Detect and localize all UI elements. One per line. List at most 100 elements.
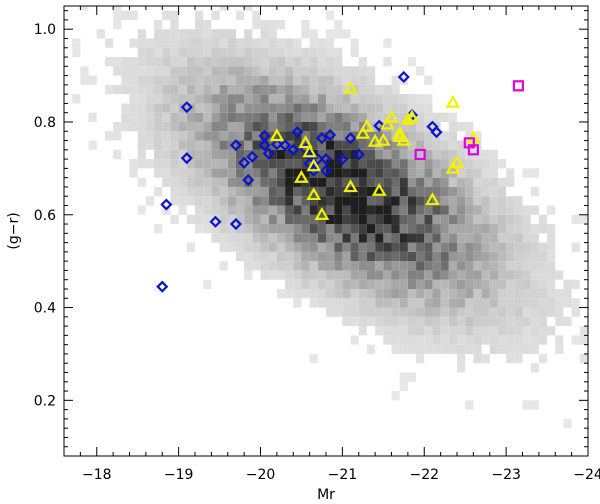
heatmap-cell	[211, 233, 220, 243]
heatmap-cell	[391, 159, 400, 169]
heatmap-cell	[309, 84, 318, 95]
heatmap-cell	[407, 335, 417, 345]
heatmap-cell	[547, 233, 556, 243]
diamond-marker	[238, 156, 251, 169]
heatmap-cell	[293, 140, 302, 150]
heatmap-cell	[440, 159, 449, 169]
heatmap-cell	[350, 38, 359, 48]
heatmap-cell	[309, 112, 318, 122]
diamond-marker	[352, 148, 365, 161]
heatmap-cell	[293, 298, 302, 308]
heatmap-cell	[113, 84, 122, 95]
heatmap-cell	[481, 326, 490, 336]
heatmap-cell	[285, 121, 294, 132]
heatmap-cell	[137, 38, 146, 48]
heatmap-cell	[440, 149, 449, 160]
heatmap-cell	[579, 214, 588, 225]
heatmap-cell	[252, 103, 261, 113]
heatmap-cell	[440, 261, 449, 271]
heatmap-cell	[203, 149, 212, 160]
triangle-marker	[359, 118, 375, 132]
heatmap-cell	[227, 168, 236, 178]
heatmap-cell	[252, 177, 261, 187]
heatmap-cell	[473, 353, 482, 364]
heatmap-cell	[186, 121, 195, 132]
heatmap-cell	[235, 233, 245, 243]
heatmap-cell	[506, 288, 515, 299]
heatmap-cell	[440, 224, 449, 234]
heatmap-cell	[334, 307, 343, 317]
heatmap-cell	[489, 261, 498, 271]
triangle-marker	[392, 129, 408, 143]
diamond-marker	[180, 101, 193, 114]
heatmap-cell	[334, 66, 343, 76]
heatmap-cell	[448, 140, 457, 150]
heatmap-cell	[432, 233, 441, 243]
heatmap-cell	[407, 288, 417, 299]
heatmap-cell	[399, 335, 408, 345]
heatmap-cell	[358, 131, 367, 141]
heatmap-cell	[121, 103, 130, 113]
heatmap-cell	[301, 168, 310, 178]
heatmap-cell	[481, 186, 490, 197]
heatmap-cell	[489, 186, 498, 197]
heatmap-cell	[293, 38, 302, 48]
heatmap-cell	[563, 288, 572, 299]
heatmap-cell	[416, 251, 425, 262]
heatmap-cell	[358, 233, 367, 243]
heatmap-cell	[252, 261, 261, 271]
heatmap-cell	[416, 270, 425, 280]
heatmap-cell	[154, 140, 163, 150]
heatmap-cell	[366, 344, 376, 354]
heatmap-cell	[317, 242, 326, 252]
heatmap-cell	[252, 159, 261, 169]
heatmap-cell	[219, 224, 228, 234]
heatmap-cell	[235, 94, 245, 104]
heatmap-cell	[391, 251, 400, 262]
heatmap-cell	[497, 214, 507, 225]
heatmap-cell	[260, 131, 269, 141]
heatmap-cell	[317, 131, 326, 141]
heatmap-cell	[383, 84, 392, 95]
heatmap-cell	[399, 121, 408, 132]
heatmap-cell	[391, 103, 400, 113]
heatmap-cell	[211, 38, 220, 48]
heatmap-cell	[235, 103, 245, 113]
heatmap-cell	[350, 103, 359, 113]
heatmap-cell	[260, 233, 269, 243]
heatmap-cell	[465, 288, 474, 299]
heatmap-cell	[473, 288, 482, 299]
heatmap-cell	[366, 224, 376, 234]
heatmap-cell	[219, 233, 228, 243]
heatmap-cell	[514, 335, 523, 345]
heatmap-cell	[350, 47, 359, 58]
heatmap-cell	[407, 103, 417, 113]
heatmap-cell	[334, 270, 343, 280]
heatmap-cell	[154, 94, 163, 104]
heatmap-cell	[88, 112, 97, 122]
heatmap-cell	[440, 316, 449, 327]
heatmap-cell	[203, 47, 212, 58]
heatmap-cell	[465, 205, 474, 215]
heatmap-cell	[154, 103, 163, 113]
heatmap-cell	[293, 214, 302, 225]
heatmap-cell	[317, 224, 326, 234]
heatmap-cell	[383, 270, 392, 280]
heatmap-cell	[244, 66, 253, 76]
heatmap-cell	[219, 261, 228, 271]
heatmap-cell	[227, 196, 236, 206]
heatmap-cell	[506, 353, 515, 364]
heatmap-cell	[424, 251, 433, 262]
heatmap-cell	[399, 186, 408, 197]
heatmap-cell	[170, 38, 179, 48]
heatmap-cell	[203, 140, 212, 150]
heatmap-cell	[252, 131, 261, 141]
heatmap-cell	[276, 168, 286, 178]
heatmap-cell	[538, 288, 548, 299]
heatmap-cell	[448, 177, 457, 187]
heatmap-cell	[260, 75, 269, 85]
heatmap-cell	[334, 112, 343, 122]
heatmap-cell	[473, 326, 482, 336]
heatmap-cell	[186, 84, 195, 95]
heatmap-cell	[514, 270, 523, 280]
